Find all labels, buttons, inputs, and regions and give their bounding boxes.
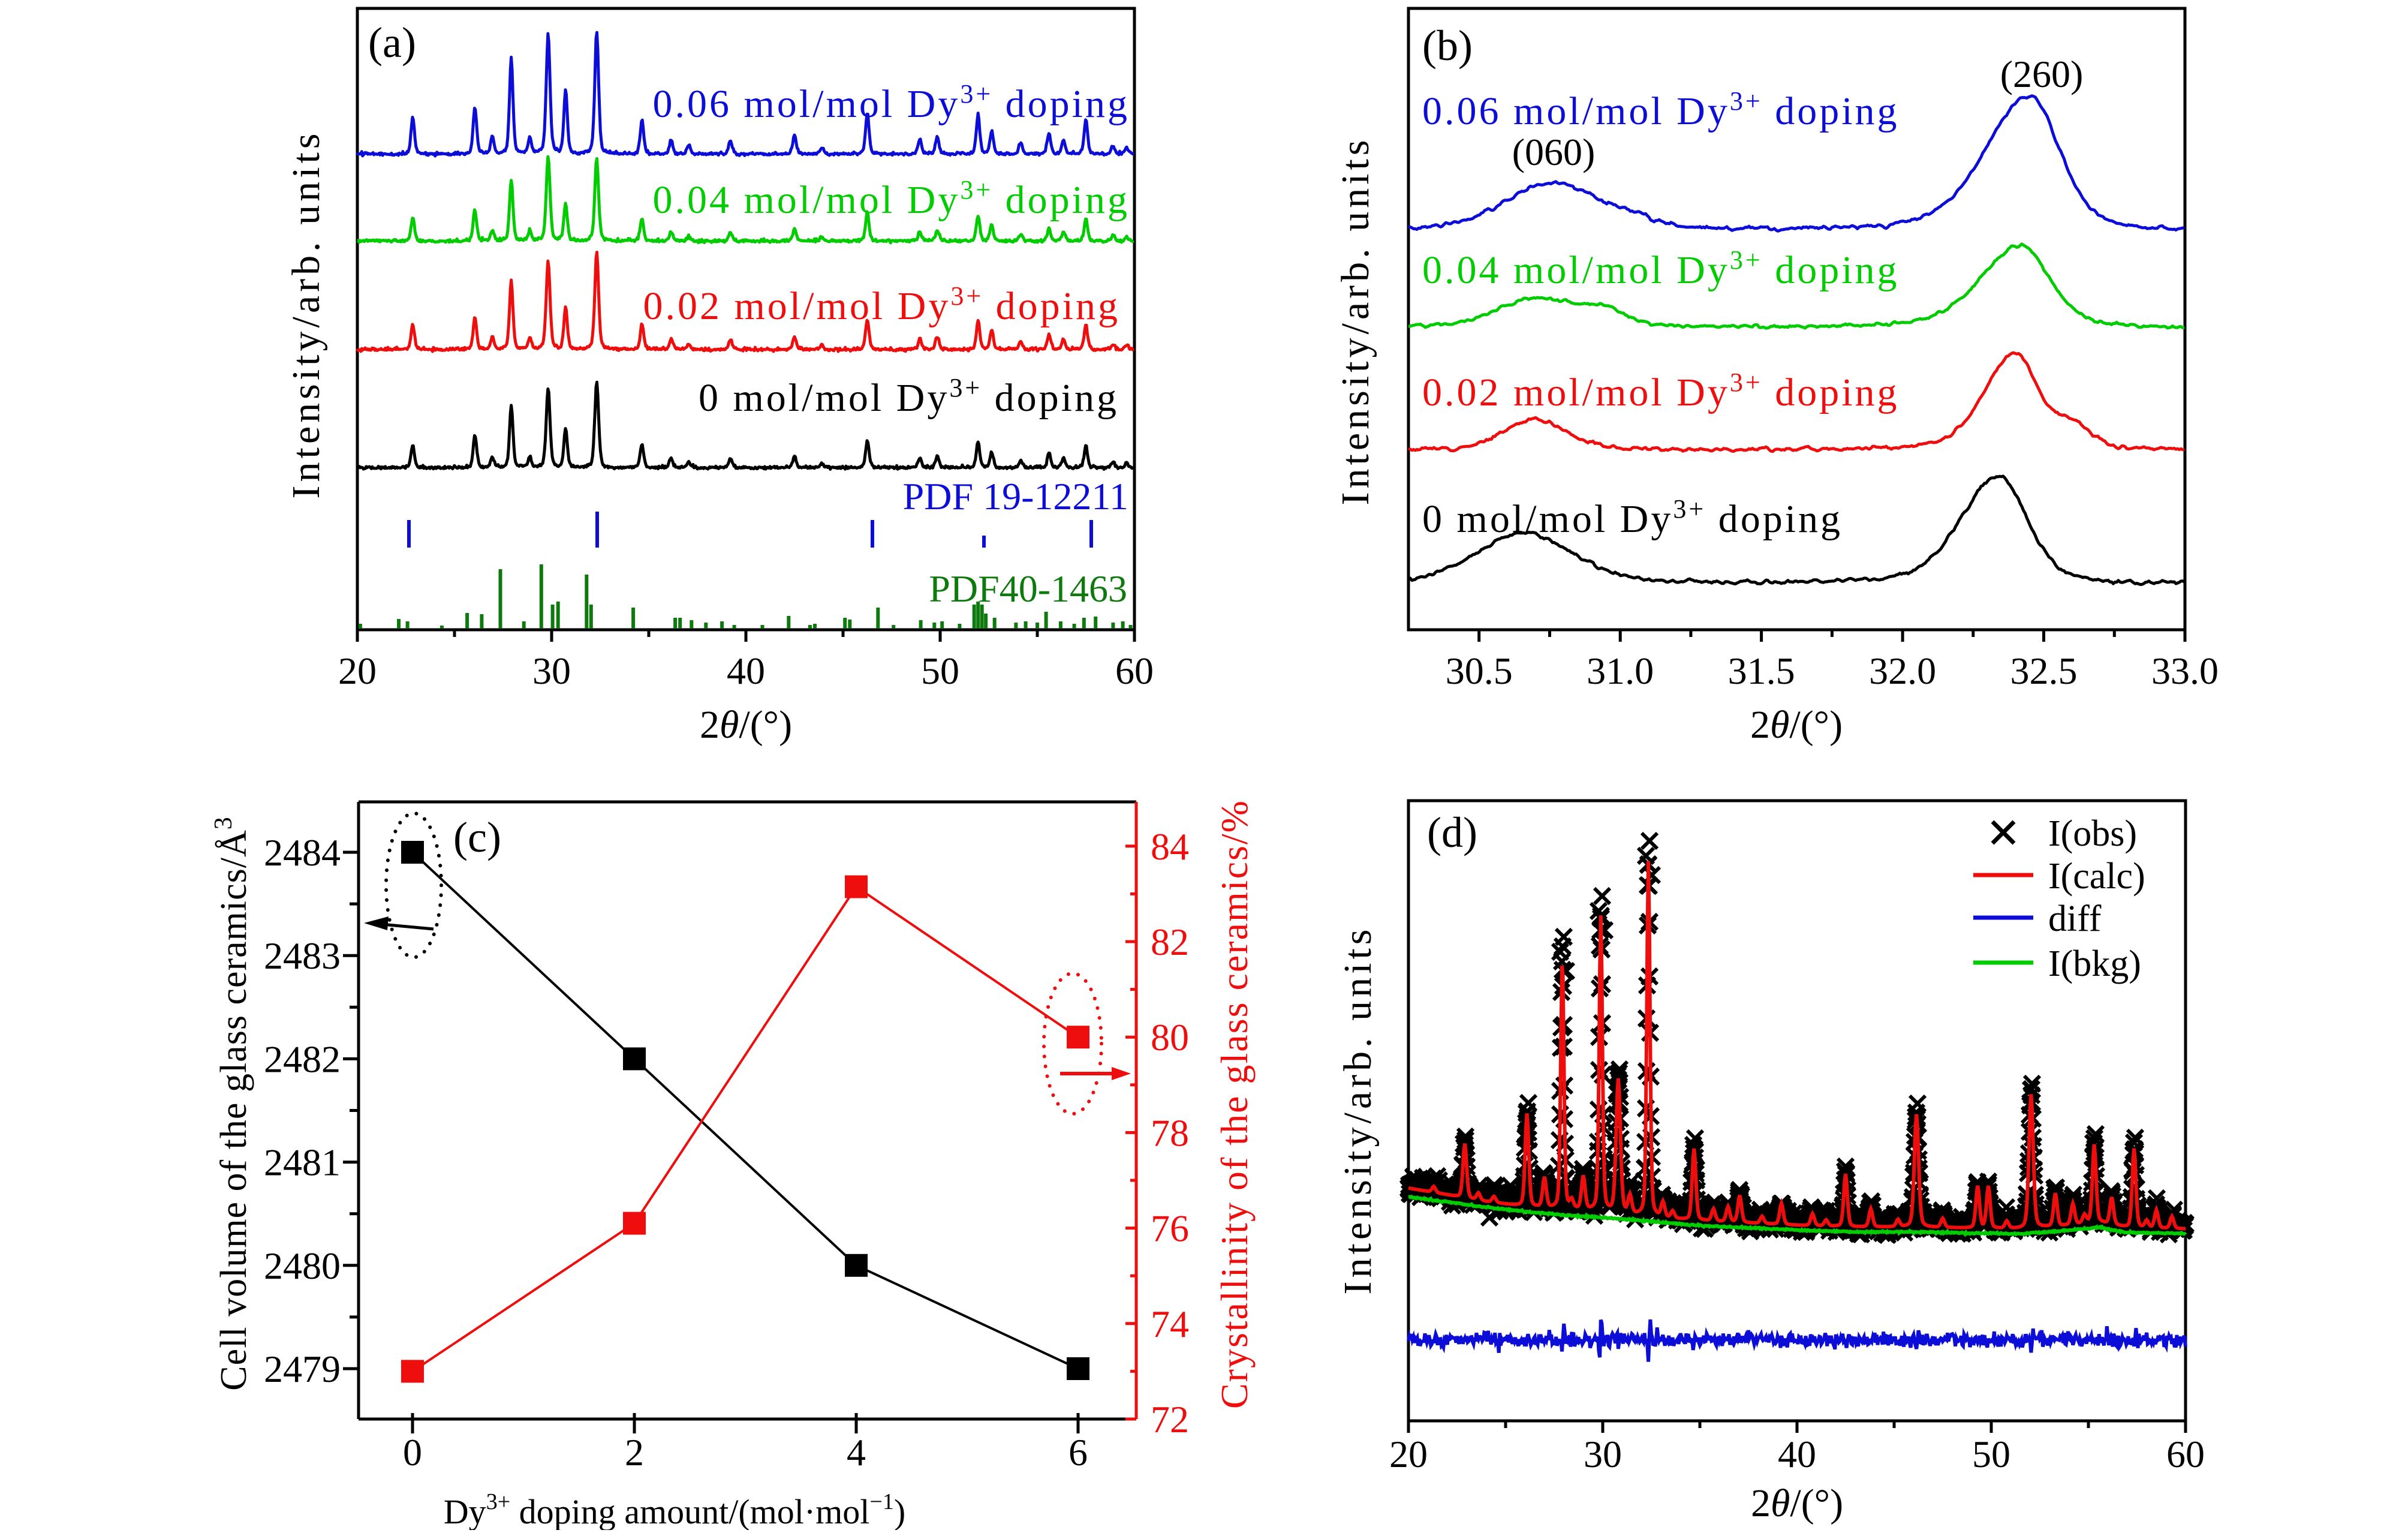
svg-text:60: 60 [2166,1433,2205,1475]
svg-text:(d): (d) [1427,808,1477,856]
svg-text:(c): (c) [453,813,501,861]
svg-text:0.02 mol/mol Dy3+ doping: 0.02 mol/mol Dy3+ doping [1422,368,1900,414]
svg-text:30: 30 [1584,1433,1622,1475]
svg-text:2: 2 [625,1431,644,1474]
svg-text:32.5: 32.5 [2010,650,2078,692]
svg-text:(260): (260) [2000,53,2084,95]
svg-text:I(obs): I(obs) [2048,813,2137,854]
svg-text:Intensity/arb. units: Intensity/arb. units [1336,926,1380,1295]
svg-text:0 mol/mol Dy3+ doping: 0 mol/mol Dy3+ doping [1422,494,1843,541]
svg-text:2484: 2484 [264,831,341,874]
svg-text:33.0: 33.0 [2151,650,2219,692]
svg-text:2481: 2481 [264,1141,341,1184]
svg-text:0: 0 [403,1431,422,1474]
svg-text:0.04 mol/mol Dy3+ doping: 0.04 mol/mol Dy3+ doping [652,175,1130,222]
svg-text:30.5: 30.5 [1446,650,1513,692]
svg-text:4: 4 [847,1431,866,1474]
svg-text:82: 82 [1151,921,1189,963]
svg-text:50: 50 [921,650,959,692]
svg-text:0.06 mol/mol Dy3+ doping: 0.06 mol/mol Dy3+ doping [1422,86,1900,133]
svg-text:Dy3+ doping amount/(mol·mol−1): Dy3+ doping amount/(mol·mol−1) [444,1489,905,1530]
svg-text:0 mol/mol Dy3+ doping: 0 mol/mol Dy3+ doping [699,373,1119,420]
svg-text:74: 74 [1151,1303,1189,1345]
svg-text:31.0: 31.0 [1587,650,1654,692]
svg-text:Crystallinity of the glass cer: Crystallinity of the glass ceramics/% [1213,799,1256,1409]
svg-text:2482: 2482 [264,1038,341,1080]
svg-text:78: 78 [1151,1111,1189,1154]
svg-text:80: 80 [1151,1016,1189,1059]
svg-text:60: 60 [1115,650,1154,692]
svg-text:0.02 mol/mol Dy3+ doping: 0.02 mol/mol Dy3+ doping [643,281,1120,328]
svg-text:0.06 mol/mol Dy3+ doping: 0.06 mol/mol Dy3+ doping [652,79,1130,126]
svg-text:Intensity/arb. units: Intensity/arb. units [284,130,328,499]
svg-text:40: 40 [727,650,765,692]
svg-text:6: 6 [1068,1431,1088,1474]
svg-text:76: 76 [1151,1207,1189,1250]
svg-text:50: 50 [1972,1433,2010,1475]
svg-text:30: 30 [532,650,571,692]
svg-text:(a): (a) [368,19,416,67]
svg-text:Cell volume of the glass ceram: Cell volume of the glass ceramics/Å3 [210,816,254,1390]
svg-text:40: 40 [1778,1433,1816,1475]
svg-text:PDF 19-12211: PDF 19-12211 [903,475,1128,518]
svg-text:2θ/(°): 2θ/(°) [700,703,792,747]
svg-text:2θ/(°): 2θ/(°) [1751,1481,1843,1525]
svg-text:32.0: 32.0 [1869,650,1936,692]
svg-text:2483: 2483 [264,934,341,977]
svg-text:20: 20 [338,650,377,692]
svg-text:diff: diff [2048,898,2102,939]
svg-text:31.5: 31.5 [1728,650,1795,692]
svg-text:2θ/(°): 2θ/(°) [1750,703,1843,747]
svg-text:(b): (b) [1422,22,1473,70]
svg-text:I(bkg): I(bkg) [2048,943,2141,984]
svg-text:2479: 2479 [264,1348,341,1390]
svg-text:72: 72 [1151,1398,1189,1441]
svg-text:20: 20 [1389,1433,1428,1475]
svg-text:2480: 2480 [264,1245,341,1287]
svg-text:Intensity/arb. units: Intensity/arb. units [1334,137,1377,506]
svg-text:0.04 mol/mol Dy3+ doping: 0.04 mol/mol Dy3+ doping [1422,245,1900,292]
svg-text:PDF40-1463: PDF40-1463 [929,567,1127,610]
svg-text:(060): (060) [1512,131,1596,173]
svg-text:I(calc): I(calc) [2048,856,2145,897]
svg-text:84: 84 [1151,825,1189,868]
